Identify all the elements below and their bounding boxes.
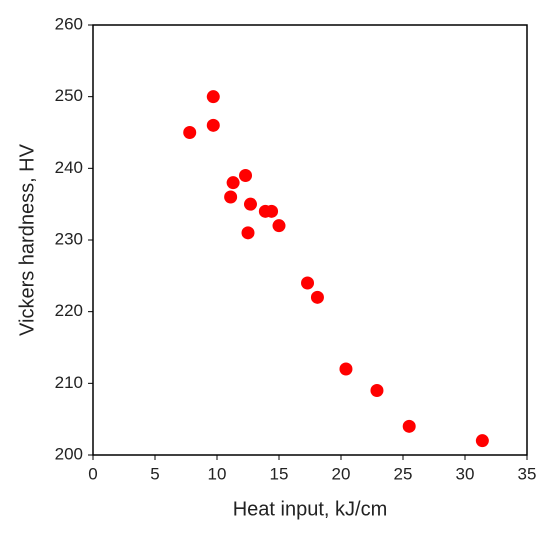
y-tick-label: 250 [55,86,83,105]
x-tick-label: 25 [394,464,413,483]
plot-frame [92,24,528,456]
y-axis-title: Vickers hardness, HV [16,143,38,336]
point [241,226,255,240]
y-tick-label: 210 [55,373,83,392]
point [265,204,279,218]
x-axis-title: Heat input, kJ/cm [233,498,388,520]
x-tick-label: 10 [208,464,227,483]
y-tick-label: 230 [55,229,83,248]
point [402,419,416,433]
y-tick-label: 220 [55,301,83,320]
point [475,434,489,448]
x-tick-label: 20 [332,464,351,483]
point [224,190,238,204]
y-tick-label: 200 [55,444,83,463]
x-tick-label: 5 [150,464,159,483]
y-tick-label: 240 [55,158,83,177]
x-tick-label: 15 [270,464,289,483]
point [239,169,253,182]
x-tick-label: 35 [518,464,537,483]
point [206,118,220,132]
point [183,126,197,139]
point [206,90,220,104]
y-tick-label: 260 [55,14,83,33]
point [310,290,324,304]
point [243,197,257,211]
point [226,176,240,190]
x-tick-label: 0 [88,464,97,483]
point [272,219,286,233]
point [339,362,353,376]
point [370,384,384,397]
point [301,276,315,290]
x-tick-label: 30 [456,464,475,483]
